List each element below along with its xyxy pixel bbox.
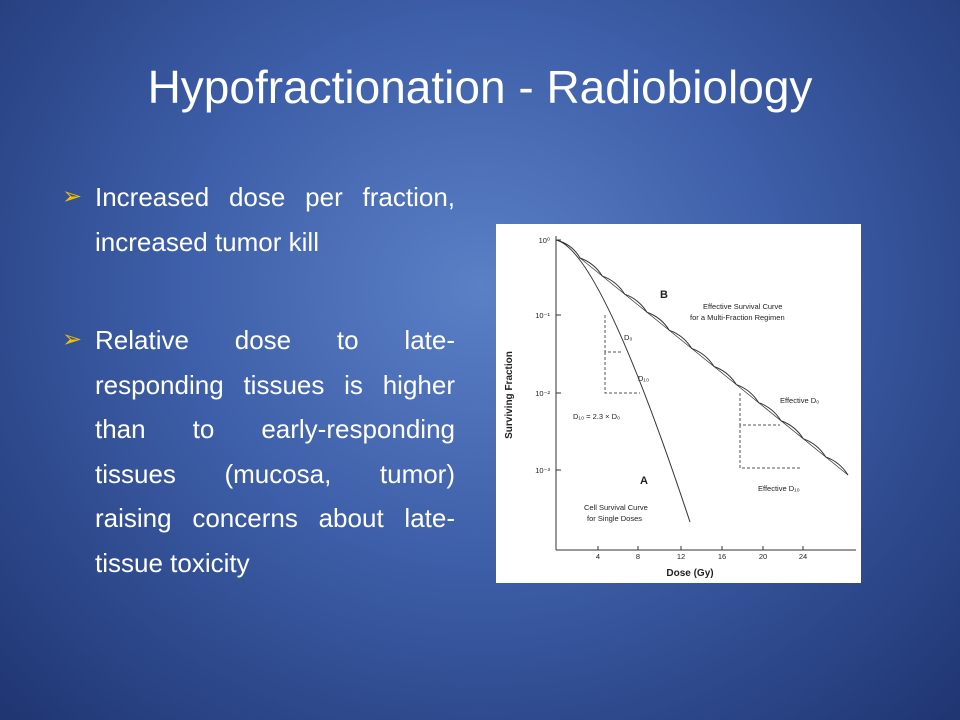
- figure-background: [496, 224, 861, 583]
- x-tick-label: 4: [596, 552, 600, 561]
- annotation: for a Multi-Fraction Regimen: [690, 313, 785, 322]
- annotation: D₁₀ = 2.3 × D₀: [573, 412, 620, 421]
- curve-b-chord: [579, 257, 849, 476]
- y-tick-label: 10⁻¹: [535, 311, 550, 320]
- x-tick-label: 16: [718, 552, 726, 561]
- slide-title: Hypofractionation - Radiobiology: [147, 61, 813, 113]
- x-tick-label: 24: [799, 552, 807, 561]
- curve-b: [555, 239, 849, 476]
- bullet-text: Increased dose per fraction, increased t…: [95, 182, 455, 257]
- curve-label: B: [660, 289, 668, 301]
- y-tick-label: 10⁻³: [535, 466, 550, 475]
- y-tick-label: 10⁰: [539, 236, 550, 245]
- x-tick-label: 12: [677, 552, 685, 561]
- bullet: ➢ Increased dose per fraction, increased…: [62, 175, 462, 264]
- bullet-text: Relative dose to late-responding tissues…: [95, 325, 455, 578]
- figure: Surviving Fraction Dose (Gy) B Effective…: [496, 224, 861, 583]
- annotation: for Single Doses: [587, 514, 642, 523]
- bullet-marker: ➢: [62, 326, 83, 353]
- annotation: Effective D₁₀: [758, 484, 800, 493]
- y-axis-label: Surviving Fraction: [504, 351, 515, 439]
- annotation: Cell Survival Curve: [584, 503, 648, 512]
- x-tick-label: 8: [636, 552, 640, 561]
- annotation: Effective D₀: [780, 396, 819, 405]
- x-tick-label: 20: [759, 552, 767, 561]
- bullet-marker: ➢: [62, 183, 83, 210]
- y-tick-label: 10⁻²: [535, 389, 550, 398]
- annotation: D₁₀: [638, 374, 649, 383]
- bullet: ➢ Relative dose to late-responding tissu…: [62, 318, 462, 585]
- construction-lines: [604, 315, 800, 469]
- x-axis-label: Dose (Gy): [666, 568, 713, 579]
- annotation: D₀: [624, 333, 633, 342]
- curve-label: A: [640, 475, 648, 487]
- curve-a: [555, 239, 691, 523]
- annotation: Effective Survival Curve: [703, 302, 782, 311]
